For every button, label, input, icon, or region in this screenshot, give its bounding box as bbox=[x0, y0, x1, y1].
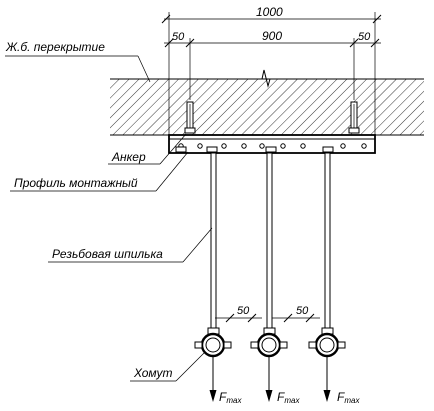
clamp-2-lug-left bbox=[250, 341, 259, 349]
clamp-2-pipe bbox=[261, 337, 277, 353]
profile-hole bbox=[361, 143, 367, 149]
threaded-rod-2 bbox=[266, 152, 273, 331]
dim-total-tick-right bbox=[372, 14, 382, 24]
profile-nuts bbox=[175, 146, 334, 153]
profile-holes bbox=[178, 143, 367, 149]
dim-inner-value: 900 bbox=[262, 29, 282, 43]
load-arrow-2-head bbox=[265, 390, 273, 402]
load-subscript-3: max bbox=[344, 396, 360, 405]
load-subscript-1: max bbox=[226, 396, 242, 405]
anchor-callout: Анкер bbox=[108, 133, 187, 165]
clamp-2 bbox=[250, 327, 288, 358]
profile-nut bbox=[206, 146, 218, 153]
clamp-1-pipe bbox=[205, 337, 221, 353]
clamp-2-lug-right bbox=[279, 341, 288, 349]
load-symbol-3: F bbox=[337, 390, 345, 404]
clamp-offset-1-tick-a bbox=[225, 313, 235, 323]
slab-hatch-fill bbox=[110, 79, 424, 135]
profile-hole bbox=[340, 143, 346, 149]
clamp-offset-dim-1: 50 bbox=[215, 305, 262, 323]
anchor-right-nut bbox=[348, 127, 360, 134]
profile-hole bbox=[280, 143, 286, 149]
dimension-inner: 50 900 50 bbox=[164, 29, 381, 100]
dim-edge-right-value: 50 bbox=[358, 31, 371, 43]
load-symbol-1: F bbox=[219, 390, 227, 404]
concrete-slab bbox=[110, 69, 424, 136]
load-arrow-1: Fmax bbox=[209, 356, 242, 405]
clamp-offset-1-tick-b bbox=[247, 313, 257, 323]
clamp-offset-1-value: 50 bbox=[237, 305, 250, 317]
rod-2-body bbox=[266, 152, 273, 331]
clamp-offset-dim-2: 50 bbox=[272, 305, 320, 323]
clamp-1 bbox=[194, 327, 232, 358]
rod-3-body bbox=[324, 152, 331, 331]
dim-inner-tick-4 bbox=[370, 38, 380, 48]
anchor-right bbox=[348, 101, 360, 134]
profile-hole bbox=[259, 143, 265, 149]
anchor-callout-leader bbox=[159, 133, 187, 165]
clamp-1-lug-left bbox=[194, 341, 203, 349]
dim-inner-tick-1 bbox=[164, 38, 174, 48]
profile-label: Профиль монтажный bbox=[14, 176, 138, 190]
mounting-profile bbox=[168, 134, 376, 154]
load-arrow-3-head bbox=[323, 390, 331, 402]
profile-hole bbox=[241, 143, 247, 149]
anchor-left-nut bbox=[184, 127, 196, 134]
load-symbol-2: F bbox=[277, 390, 285, 404]
threaded-rod-3 bbox=[324, 152, 331, 331]
clamp-callout: Хомут bbox=[130, 351, 206, 382]
load-label-2: Fmax bbox=[277, 390, 300, 405]
profile-callout: Профиль монтажный bbox=[10, 151, 189, 192]
slab-callout-leader bbox=[137, 55, 151, 83]
clamp-label: Хомут bbox=[133, 366, 173, 380]
load-label-1: Fmax bbox=[219, 390, 242, 405]
profile-hole bbox=[197, 143, 203, 149]
anchor-left bbox=[184, 101, 196, 134]
clamp-offset-2-tick-a bbox=[283, 313, 293, 323]
clamp-3 bbox=[308, 327, 346, 358]
clamp-3-lug-left bbox=[308, 341, 317, 349]
dim-edge-left-value: 50 bbox=[172, 31, 185, 43]
anchor-label: Анкер bbox=[111, 150, 146, 164]
load-arrow-1-head bbox=[209, 390, 217, 402]
slab-label: Ж.б. перекрытие bbox=[5, 40, 105, 54]
clamp-3-lug-right bbox=[337, 341, 346, 349]
clamp-3-pipe bbox=[319, 337, 335, 353]
profile-hole bbox=[221, 143, 227, 149]
threaded-rod-1 bbox=[210, 152, 217, 331]
rod-callout-leader bbox=[182, 227, 213, 263]
profile-nut bbox=[322, 146, 334, 153]
clamp-offset-2-tick-b bbox=[305, 313, 315, 323]
rod-callout: Резьбовая шпилька bbox=[48, 227, 213, 263]
slab-callout: Ж.б. перекрытие bbox=[5, 40, 151, 83]
load-label-3: Fmax bbox=[337, 390, 360, 405]
clamp-1-lug-right bbox=[223, 341, 232, 349]
profile-nut bbox=[265, 146, 277, 153]
load-subscript-2: max bbox=[284, 396, 300, 405]
slab-break-mark bbox=[261, 69, 271, 88]
dimension-total: 1000 bbox=[161, 5, 382, 135]
clamp-callout-leader bbox=[175, 351, 206, 382]
load-arrow-3: Fmax bbox=[323, 356, 360, 405]
dim-total-value: 1000 bbox=[256, 5, 283, 19]
rod-1-body bbox=[210, 152, 217, 331]
load-arrow-2: Fmax bbox=[265, 356, 300, 405]
profile-hole bbox=[300, 143, 306, 149]
profile-callout-leader bbox=[155, 151, 189, 192]
rod-label: Резьбовая шпилька bbox=[52, 247, 163, 261]
profile-nut bbox=[175, 146, 187, 153]
clamp-offset-2-value: 50 bbox=[296, 305, 309, 317]
